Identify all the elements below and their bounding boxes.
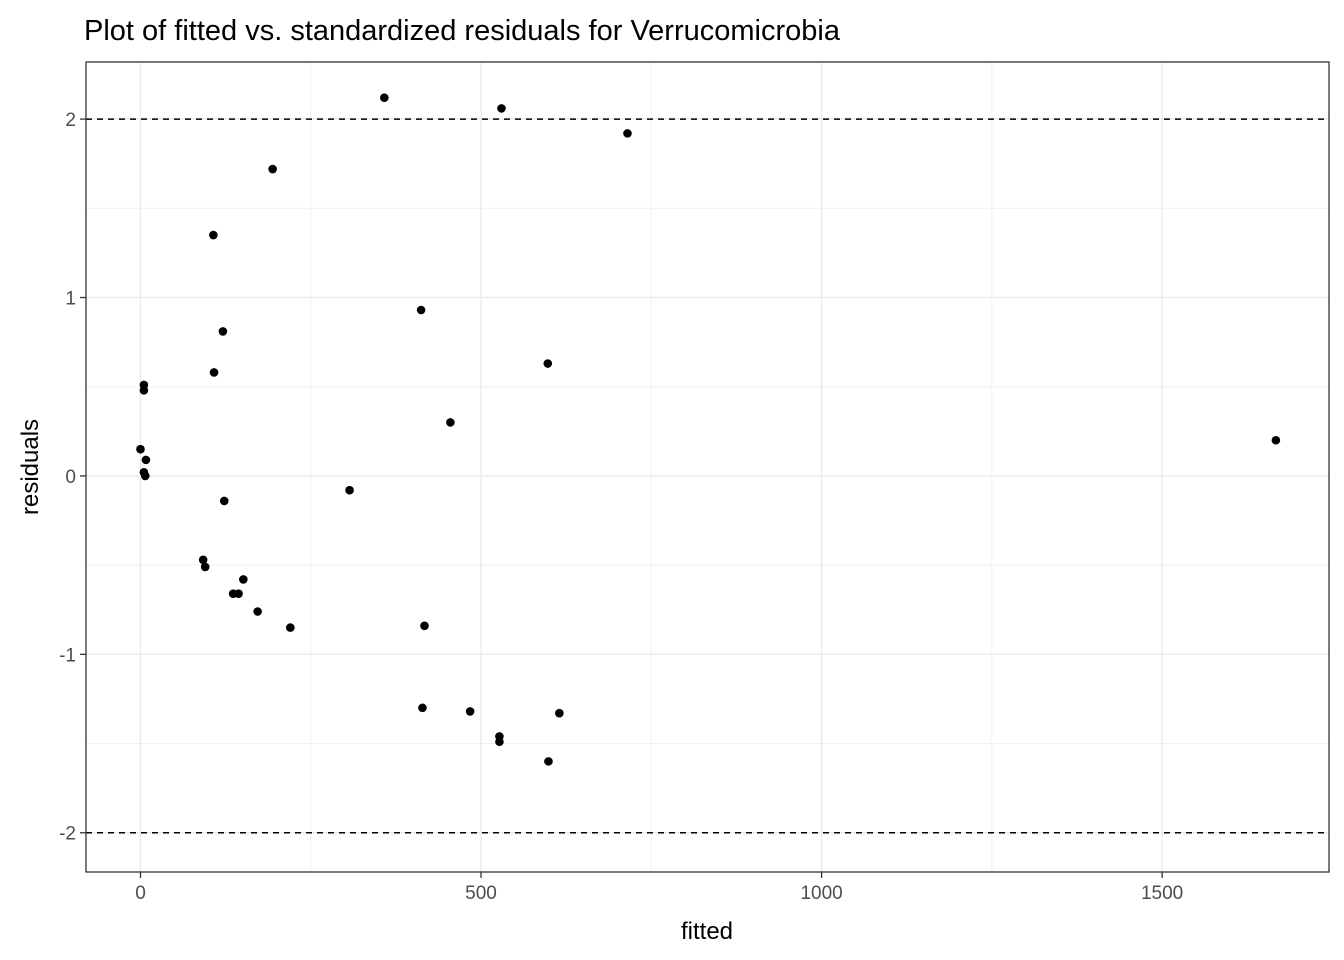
data-point <box>420 621 429 631</box>
y-tick-label: 1 <box>65 289 76 310</box>
y-tick-label: 0 <box>65 467 76 488</box>
x-tick-label: 1000 <box>800 883 842 904</box>
data-point <box>234 589 243 598</box>
y-tick-label: 2 <box>65 110 76 131</box>
data-point <box>497 104 506 113</box>
data-point <box>200 562 210 572</box>
x-tick-label: 1500 <box>1141 883 1183 904</box>
data-point <box>268 164 277 174</box>
y-axis-ticks: -2 -1 0 1 2 <box>59 110 86 845</box>
data-point <box>544 757 553 766</box>
data-point <box>418 703 427 713</box>
data-point <box>218 327 228 336</box>
major-gridlines <box>86 62 1329 872</box>
data-point <box>623 129 632 138</box>
data-point <box>139 385 149 395</box>
plot-background <box>86 62 1329 872</box>
y-axis-title: residuals <box>17 419 44 515</box>
data-point <box>495 737 504 747</box>
data-point <box>253 607 262 616</box>
x-tick-label: 500 <box>465 883 497 904</box>
data-point <box>140 471 150 481</box>
data-point <box>209 368 219 377</box>
x-axis-ticks: 0 500 1000 1500 <box>135 872 1183 904</box>
minor-gridlines <box>86 62 1329 872</box>
reference-lines <box>86 118 1329 834</box>
y-tick-label: -1 <box>59 645 76 666</box>
data-point <box>209 230 218 240</box>
data-point <box>555 708 564 718</box>
data-points <box>136 93 1281 766</box>
data-point <box>543 359 553 368</box>
plot-border <box>85 61 1330 873</box>
data-point <box>1271 435 1281 445</box>
data-point <box>380 93 389 102</box>
data-point <box>198 555 208 565</box>
data-point <box>465 707 475 716</box>
chart-title: Plot of fitted vs. standardized residual… <box>84 15 841 47</box>
data-point <box>219 496 229 506</box>
data-point <box>141 455 151 465</box>
data-point <box>136 444 145 454</box>
data-point <box>416 305 426 315</box>
data-point <box>239 575 248 584</box>
data-point <box>446 418 455 427</box>
x-tick-label: 0 <box>135 883 146 904</box>
data-point <box>286 623 295 632</box>
x-axis-title: fitted <box>681 918 733 945</box>
y-tick-label: -2 <box>59 824 76 845</box>
data-point <box>345 485 354 495</box>
